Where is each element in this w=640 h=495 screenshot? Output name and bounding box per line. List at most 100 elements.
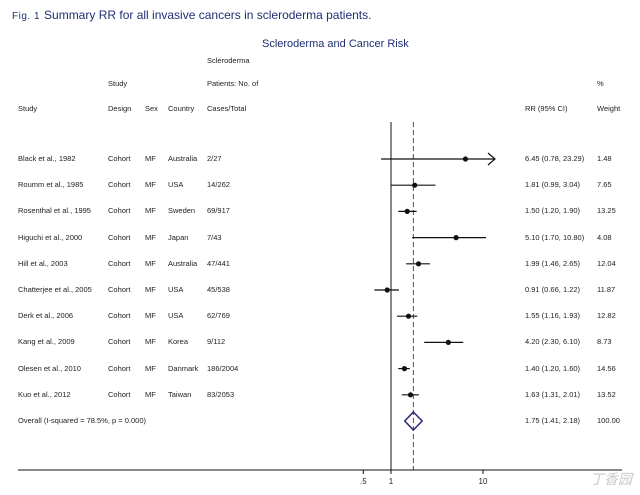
study-sex: MF xyxy=(145,232,156,242)
study-sex: MF xyxy=(145,285,156,294)
x-tick-label: 1 xyxy=(389,477,394,486)
point-estimate xyxy=(405,313,412,319)
study-country: USA xyxy=(168,180,184,190)
study-weight: 13.52 xyxy=(597,389,616,399)
study-design: Cohort xyxy=(108,337,131,347)
point-estimate xyxy=(415,261,422,267)
study-cases: 69/917 xyxy=(207,206,230,216)
study-name: Rosenthal et al., 1995 xyxy=(18,206,91,216)
point-estimate xyxy=(404,208,410,214)
figure-caption: Fig. 1 Summary RR for all invasive cancer… xyxy=(12,8,371,22)
header-percent: % xyxy=(597,79,604,88)
header-patients: Patients: No. of xyxy=(207,79,259,88)
study-country: USA xyxy=(168,311,184,321)
study-sex: MF xyxy=(145,363,156,373)
study-country: Danmark xyxy=(168,363,199,373)
study-country: USA xyxy=(168,285,184,294)
study-name: Hill et al., 2003 xyxy=(18,258,68,268)
study-country: Korea xyxy=(168,337,189,347)
study-design: Cohort xyxy=(108,206,131,216)
header-sex: Sex xyxy=(145,104,158,113)
study-name: Roumm et al., 1985 xyxy=(18,180,84,190)
overall-label: Overall (I-squared = 78.5%, p = 0.000) xyxy=(18,416,146,425)
study-design: Cohort xyxy=(108,389,131,399)
study-name: Derk et al., 2006 xyxy=(18,311,74,321)
study-rr-ci: 1.50 (1.20, 1.90) xyxy=(525,206,581,216)
study-weight: 1.48 xyxy=(597,154,612,163)
point-estimate xyxy=(384,287,390,293)
watermark: 丁香园 xyxy=(590,471,632,487)
study-sex: MF xyxy=(145,311,156,321)
study-design: Cohort xyxy=(108,258,131,268)
header-country: Country xyxy=(168,104,195,113)
study-country: Australia xyxy=(168,154,198,163)
header-scleroderma: Scleroderma xyxy=(207,56,250,65)
ci-arrow xyxy=(487,152,496,166)
study-country: Sweden xyxy=(168,206,196,216)
chart-title: Scleroderma and Cancer Risk xyxy=(262,38,409,50)
study-name: Kang et al., 2009 xyxy=(18,337,75,347)
study-design: Cohort xyxy=(108,154,131,163)
study-weight: 7.65 xyxy=(597,180,612,190)
study-cases: 14/262 xyxy=(207,180,230,190)
point-estimate xyxy=(401,366,408,372)
study-cases: 186/2004 xyxy=(207,363,239,373)
point-estimate xyxy=(407,392,414,398)
header-weight: Weight xyxy=(597,104,621,113)
study-cases: 9/112 xyxy=(207,337,226,347)
study-cases: 62/769 xyxy=(207,311,230,321)
study-rr-ci: 1.63 (1.31, 2.01) xyxy=(525,389,581,399)
point-estimate xyxy=(412,182,418,188)
study-name: Chatterjee et al., 2005 xyxy=(18,285,92,294)
header-study: Study xyxy=(18,104,38,113)
study-sex: MF xyxy=(145,154,156,163)
overall-weight: 100.00 xyxy=(597,416,620,425)
header-study-group: Study xyxy=(108,79,128,88)
study-sex: MF xyxy=(145,389,156,399)
point-estimate xyxy=(445,339,451,345)
study-cases: 47/441 xyxy=(207,258,230,268)
study-cases: 83/2053 xyxy=(207,389,235,399)
study-rr-ci: 1.81 (0.99, 3.04) xyxy=(525,180,581,190)
study-weight: 12.04 xyxy=(597,258,616,268)
study-design: Cohort xyxy=(108,363,131,373)
header-rr-ci: RR (95% CI) xyxy=(525,104,568,113)
study-weight: 14.56 xyxy=(597,363,616,373)
study-name: Olesen et al., 2010 xyxy=(18,363,81,373)
study-name: Higuchi et al., 2000 xyxy=(18,232,83,242)
study-country: Australia xyxy=(168,258,198,268)
point-estimate xyxy=(462,156,469,162)
study-design: Cohort xyxy=(108,180,131,190)
study-name: Black et al., 1982 xyxy=(18,154,76,163)
study-design: Cohort xyxy=(108,232,131,242)
overall-rr-ci: 1.75 (1.41, 2.18) xyxy=(525,416,581,425)
study-country: Taiwan xyxy=(168,389,192,399)
figure-caption-text: Summary RR for all invasive cancers in s… xyxy=(44,8,372,22)
study-name: Kuo et al., 2012 xyxy=(18,389,71,399)
study-design: Cohort xyxy=(108,311,131,321)
overall-diamond xyxy=(403,410,424,432)
study-weight: 8.73 xyxy=(597,337,612,347)
study-rr-ci: 6.45 (0.78, 23.29) xyxy=(525,154,585,163)
study-rr-ci: 4.20 (2.30, 6.10) xyxy=(525,337,581,347)
study-sex: MF xyxy=(145,258,156,268)
study-weight: 12.82 xyxy=(597,311,616,321)
study-weight: 4.08 xyxy=(597,232,612,242)
study-cases: 2/27 xyxy=(207,154,222,163)
header-design: Design xyxy=(108,104,132,113)
study-sex: MF xyxy=(145,206,156,216)
study-country: Japan xyxy=(168,232,189,242)
study-rr-ci: 1.55 (1.16, 1.93) xyxy=(525,311,581,321)
study-design: Cohort xyxy=(108,285,131,294)
study-weight: 13.25 xyxy=(597,206,616,216)
study-sex: MF xyxy=(145,337,156,347)
figure-label: Fig. 1 xyxy=(12,11,41,22)
study-weight: 11.87 xyxy=(597,285,616,294)
study-cases: 45/538 xyxy=(207,285,230,294)
x-tick-label: 10 xyxy=(479,477,488,486)
study-rr-ci: 1.40 (1.20, 1.60) xyxy=(525,363,581,373)
point-estimate xyxy=(453,235,459,241)
study-rr-ci: 1.99 (1.46, 2.65) xyxy=(525,258,581,268)
study-rr-ci: 5.10 (1.70, 10.80) xyxy=(525,232,585,242)
